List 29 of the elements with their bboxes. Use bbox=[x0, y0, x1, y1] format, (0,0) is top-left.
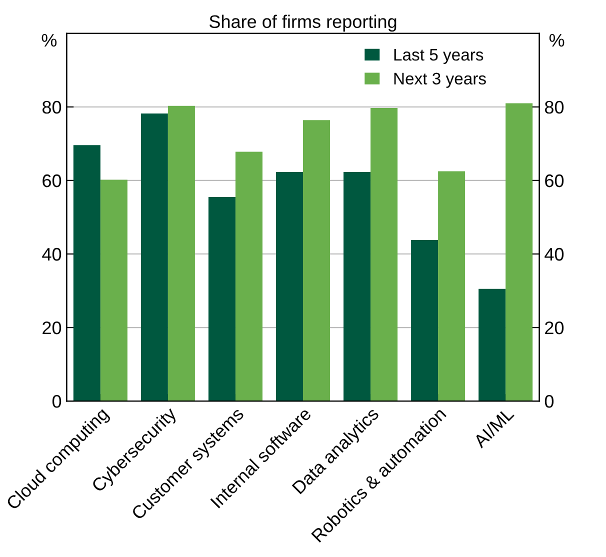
y-tick-label: 40 bbox=[42, 248, 62, 261]
y2-tick-label: 60 bbox=[545, 174, 564, 188]
bar bbox=[438, 171, 466, 402]
y-axis-title: % bbox=[42, 34, 57, 47]
y-tick-label: 0 bbox=[52, 394, 62, 408]
y2-tick-label: 20 bbox=[545, 321, 564, 334]
y2-axis-title: % bbox=[549, 34, 564, 47]
bar bbox=[344, 172, 371, 402]
bar bbox=[506, 103, 533, 402]
y-tick-label: 60 bbox=[42, 174, 62, 188]
legend-label: Next 3 years bbox=[394, 72, 486, 88]
y2-tick-label: 80 bbox=[544, 100, 564, 114]
y-tick-label: 80 bbox=[42, 100, 62, 114]
chart-title: Share of firms reporting bbox=[210, 14, 396, 32]
y2-tick-label: 0 bbox=[544, 394, 554, 408]
bar bbox=[208, 197, 236, 402]
bar bbox=[276, 172, 303, 402]
legend-label: Last 5 years bbox=[394, 49, 484, 64]
bar bbox=[73, 145, 100, 402]
bar bbox=[140, 114, 168, 402]
bar bbox=[303, 120, 330, 402]
bar bbox=[478, 288, 506, 402]
bar bbox=[370, 108, 398, 402]
y-tick-label: 20 bbox=[42, 321, 62, 334]
y2-tick-label: 40 bbox=[544, 248, 564, 261]
bar bbox=[100, 180, 128, 402]
bar bbox=[168, 106, 195, 402]
bar bbox=[411, 240, 438, 402]
bar bbox=[235, 152, 262, 402]
